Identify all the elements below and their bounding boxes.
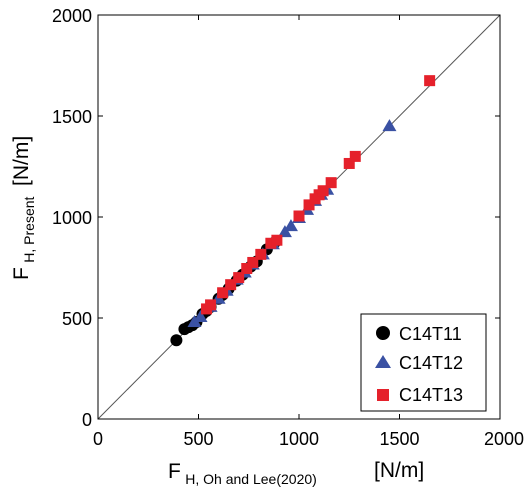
- x-axis-title: F H, Oh and Lee(2020): [168, 460, 317, 487]
- data-point: [255, 249, 266, 260]
- series-c14t13: [201, 75, 435, 314]
- legend-label-c14t11: C14T11: [399, 324, 462, 344]
- y-tick-label: 500: [62, 309, 92, 329]
- legend-marker-c14t11: [376, 326, 390, 340]
- y-axis-unit: [N/m]: [10, 136, 33, 186]
- y-axis-title-sub: H, Present: [21, 196, 37, 262]
- x-tick-label: 2000: [484, 429, 524, 449]
- x-axis-title-main: F: [168, 460, 181, 483]
- data-point: [271, 235, 282, 246]
- legend-label-c14t13: C14T13: [399, 385, 463, 405]
- y-tick-label: 2000: [52, 6, 92, 26]
- legend: C14T11 C14T12 C14T13: [361, 314, 486, 411]
- y-axis-title-group: F H, Present: [10, 196, 37, 280]
- x-tick-label: 1500: [379, 429, 419, 449]
- y-axis-title-main: F: [10, 267, 33, 280]
- legend-label-c14t12: C14T12: [399, 353, 463, 373]
- data-point: [294, 210, 305, 221]
- y-tick-label: 0: [82, 410, 92, 430]
- x-axis-unit: [N/m]: [374, 459, 424, 482]
- data-point: [326, 177, 337, 188]
- data-point: [424, 75, 435, 86]
- legend-marker-c14t13: [377, 389, 389, 401]
- x-tick-label: 500: [183, 429, 213, 449]
- data-point: [170, 334, 182, 346]
- y-tick-label: 1000: [52, 208, 92, 228]
- data-point: [205, 299, 216, 310]
- data-points-layer: [170, 75, 435, 346]
- x-axis-title-sub: H, Oh and Lee(2020): [185, 471, 317, 487]
- x-tick-label: 1000: [279, 429, 319, 449]
- x-tick-label: 0: [93, 429, 103, 449]
- data-point: [350, 151, 361, 162]
- y-tick-label: 1500: [52, 107, 92, 127]
- y-axis-unit-group: [N/m]: [10, 136, 33, 186]
- y-axis-title: F H, Present: [10, 196, 37, 280]
